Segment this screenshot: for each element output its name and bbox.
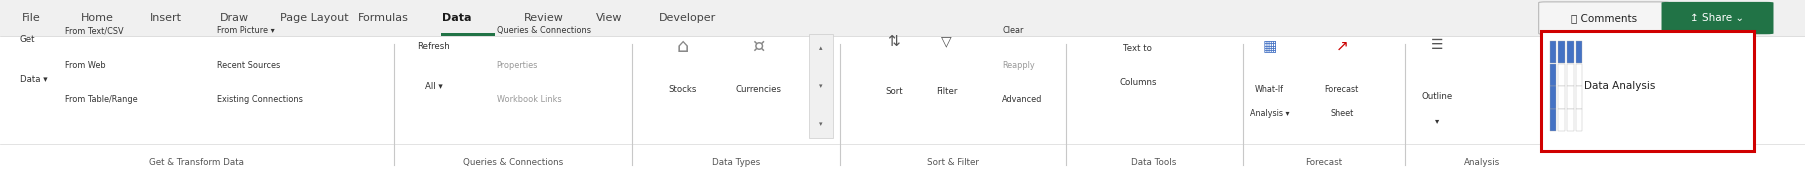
- Text: Sheet: Sheet: [1330, 109, 1352, 118]
- Text: ⎓ Comments: ⎓ Comments: [1570, 13, 1635, 23]
- Text: Text to: Text to: [1123, 44, 1152, 53]
- Text: Existing Connections: Existing Connections: [217, 95, 303, 104]
- Text: Reapply: Reapply: [1002, 61, 1034, 70]
- Text: ↥ Share ⌄: ↥ Share ⌄: [1689, 13, 1744, 23]
- Text: All ▾: All ▾: [424, 82, 442, 90]
- Text: ▽: ▽: [940, 34, 951, 48]
- Text: ▦: ▦: [1262, 39, 1276, 54]
- Text: Analysis: Analysis: [1462, 158, 1500, 167]
- Text: Page Layout: Page Layout: [280, 13, 348, 23]
- Bar: [440, 33, 495, 36]
- Text: Queries & Connections: Queries & Connections: [462, 158, 563, 167]
- Text: Data Tools: Data Tools: [1130, 158, 1177, 167]
- Text: Recent Sources: Recent Sources: [217, 61, 280, 70]
- Bar: [1558, 109, 1565, 131]
- Bar: [1567, 41, 1572, 63]
- Text: Data: Data: [442, 13, 471, 23]
- Text: From Web: From Web: [65, 61, 105, 70]
- Text: ☰: ☰: [1431, 38, 1442, 52]
- Text: Clear: Clear: [1002, 26, 1023, 35]
- Text: View: View: [596, 13, 623, 23]
- Text: Properties: Properties: [496, 61, 538, 70]
- Text: Forecast: Forecast: [1325, 85, 1357, 94]
- Text: Analysis ▾: Analysis ▾: [1249, 109, 1289, 118]
- Text: Get: Get: [20, 35, 36, 44]
- Bar: [1549, 41, 1556, 63]
- Text: Currencies: Currencies: [735, 85, 782, 94]
- Bar: [0, 0, 1805, 36]
- Text: ↗: ↗: [1334, 39, 1348, 54]
- Text: Sort: Sort: [884, 87, 902, 96]
- Text: Data Analysis: Data Analysis: [1583, 81, 1655, 91]
- Bar: [1549, 86, 1556, 109]
- Text: ⇅: ⇅: [886, 34, 901, 49]
- Text: Get & Transform Data: Get & Transform Data: [150, 158, 244, 167]
- Bar: [1574, 41, 1581, 63]
- Text: ¤: ¤: [753, 37, 764, 56]
- Bar: [1558, 86, 1565, 109]
- FancyBboxPatch shape: [1661, 2, 1773, 34]
- Text: ▴: ▴: [819, 45, 821, 51]
- Text: Data ▾: Data ▾: [20, 75, 47, 84]
- Bar: [1549, 109, 1556, 131]
- Bar: [1567, 109, 1572, 131]
- FancyBboxPatch shape: [1538, 2, 1668, 34]
- Text: Advanced: Advanced: [1002, 95, 1041, 104]
- Bar: [1574, 86, 1581, 109]
- Text: From Text/CSV: From Text/CSV: [65, 26, 123, 35]
- Text: Workbook Links: Workbook Links: [496, 95, 561, 104]
- Text: Draw: Draw: [220, 13, 249, 23]
- Text: Stocks: Stocks: [668, 85, 697, 94]
- Bar: [1558, 41, 1565, 63]
- Bar: [1558, 64, 1565, 86]
- Bar: [1540, 31, 1753, 151]
- Bar: [0, 36, 1805, 172]
- Bar: [1574, 109, 1581, 131]
- Text: Queries & Connections: Queries & Connections: [496, 26, 590, 35]
- Text: Developer: Developer: [659, 13, 717, 23]
- Text: Filter: Filter: [935, 87, 957, 96]
- Text: Formulas: Formulas: [357, 13, 408, 23]
- Text: Data Types: Data Types: [711, 158, 760, 167]
- Bar: [1549, 64, 1556, 86]
- Text: ▾: ▾: [819, 121, 821, 127]
- Text: From Table/Range: From Table/Range: [65, 95, 137, 104]
- Text: Columns: Columns: [1119, 78, 1155, 87]
- Text: Review: Review: [523, 13, 563, 23]
- Bar: [1567, 86, 1572, 109]
- Text: Refresh: Refresh: [417, 42, 449, 51]
- Text: What-If: What-If: [1254, 85, 1283, 94]
- Text: From Picture ▾: From Picture ▾: [217, 26, 274, 35]
- Text: Outline: Outline: [1421, 92, 1453, 101]
- Text: Insert: Insert: [150, 13, 182, 23]
- Text: ⌂: ⌂: [677, 37, 688, 56]
- Bar: [1574, 64, 1581, 86]
- Text: File: File: [22, 13, 40, 23]
- Bar: [1567, 64, 1572, 86]
- Text: Forecast: Forecast: [1305, 158, 1341, 167]
- Text: Home: Home: [81, 13, 114, 23]
- Bar: [809, 34, 832, 138]
- Text: ▾: ▾: [819, 83, 821, 89]
- Text: Sort & Filter: Sort & Filter: [926, 158, 978, 167]
- Text: ▾: ▾: [1435, 116, 1439, 125]
- Bar: [1540, 31, 1753, 151]
